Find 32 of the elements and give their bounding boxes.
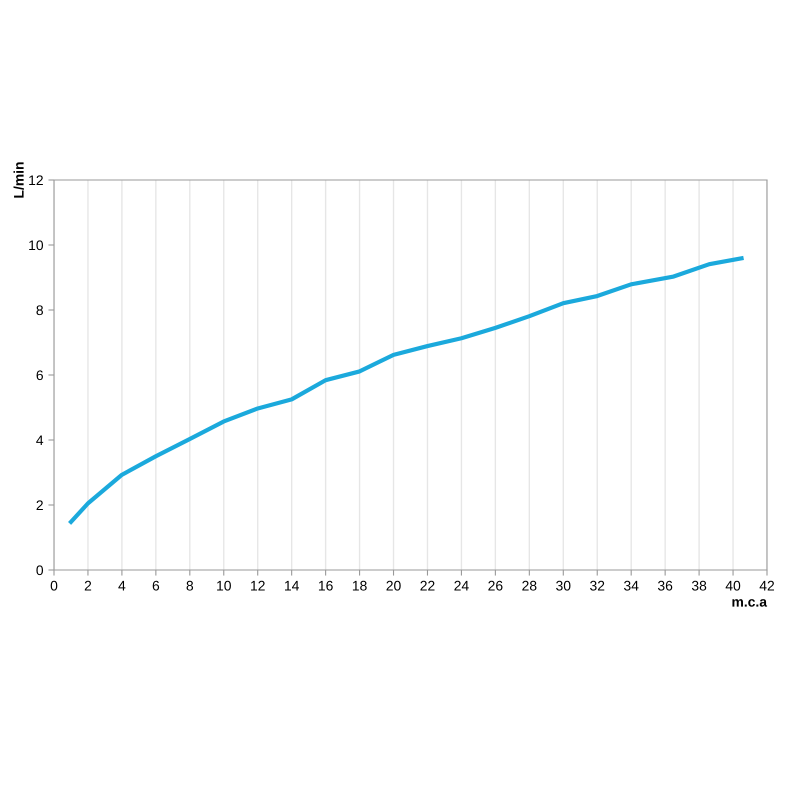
y-tick-label: 2 <box>36 500 43 510</box>
y-tick-label: 0 <box>36 565 44 576</box>
x-tick-label: 10 <box>217 580 231 591</box>
y-tick-label: 4 <box>36 435 44 446</box>
x-tick-label: 30 <box>556 580 570 591</box>
x-tick-label: 4 <box>118 580 126 590</box>
line-series <box>68 256 744 524</box>
x-tick-label: 34 <box>624 580 639 591</box>
x-tick-label: 0 <box>50 580 58 591</box>
x-tick-label: 20 <box>386 580 401 591</box>
x-tick-label: 18 <box>352 580 367 591</box>
x-tick-label: 12 <box>251 580 265 590</box>
x-axis-title: m.c.a <box>732 599 768 607</box>
y-tick-label: 10 <box>29 240 44 250</box>
x-tick-label: 28 <box>522 580 536 591</box>
x-tick-label: 26 <box>488 580 502 591</box>
x-tick-label: 16 <box>318 580 333 591</box>
x-tick-label: 32 <box>590 580 604 591</box>
x-tick-label: 22 <box>420 580 435 590</box>
y-tick-label: 8 <box>36 305 43 316</box>
x-tick-label: 14 <box>285 580 299 590</box>
y-tick-label: 12 <box>29 175 43 186</box>
x-tick-label: 36 <box>658 580 672 591</box>
x-tick-label: 24 <box>454 580 469 590</box>
x-tick-label: 8 <box>186 580 194 591</box>
x-tick-label: 6 <box>152 580 160 591</box>
x-tick-label: 2 <box>84 580 92 590</box>
y-axis-title: L/min <box>14 162 24 198</box>
x-tick-label: 42 <box>760 580 774 590</box>
x-tick-label: 40 <box>726 580 740 591</box>
y-tick-label: 6 <box>36 370 43 380</box>
x-tick-label: 38 <box>692 580 706 591</box>
